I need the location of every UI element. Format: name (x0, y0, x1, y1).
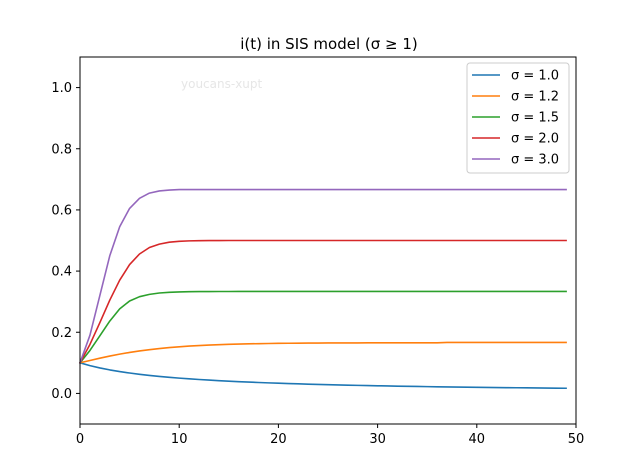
series-line-0 (79, 361, 567, 390)
y-tick-label: 1.0 (51, 81, 72, 96)
x-tick-label: 30 (369, 432, 386, 447)
series-line-1 (79, 341, 567, 364)
series-layer (78, 188, 567, 390)
legend-label-4: σ = 3.0 (511, 153, 559, 168)
y-tick-label: 0.6 (51, 203, 72, 218)
series-line-4 (78, 188, 567, 364)
x-tick-label: 0 (76, 432, 84, 447)
y-tick-label: 0.2 (51, 326, 72, 341)
y-tick-label: 0.4 (51, 265, 72, 280)
legend-label-0: σ = 1.0 (511, 69, 559, 84)
y-axis-ticks: 0.0 0.2 0.4 0.6 0.8 1.0 (51, 81, 80, 402)
series-line-2 (78, 290, 567, 364)
series-line-3 (78, 239, 567, 364)
y-tick-label: 0.8 (51, 142, 72, 157)
legend-label-3: σ = 2.0 (511, 132, 559, 147)
y-tick-label: 0.0 (51, 387, 72, 402)
x-tick-label: 20 (270, 432, 287, 447)
legend-label-1: σ = 1.2 (511, 90, 559, 105)
x-tick-label: 50 (568, 432, 585, 447)
x-tick-label: 40 (469, 432, 486, 447)
chart-title: i(t) in SIS model (σ ≥ 1) (240, 35, 418, 53)
legend-box (466, 62, 570, 174)
watermark-text: youcans-xupt (181, 77, 263, 91)
plot-area-frame (79, 56, 577, 425)
legend: σ = 1.0 σ = 1.2 σ = 1.5 σ = 2.0 σ = 3.0 (466, 62, 570, 174)
legend-label-2: σ = 1.5 (511, 111, 559, 126)
x-axis-ticks: 0 10 20 30 40 50 (76, 424, 584, 447)
x-tick-label: 10 (171, 432, 188, 447)
